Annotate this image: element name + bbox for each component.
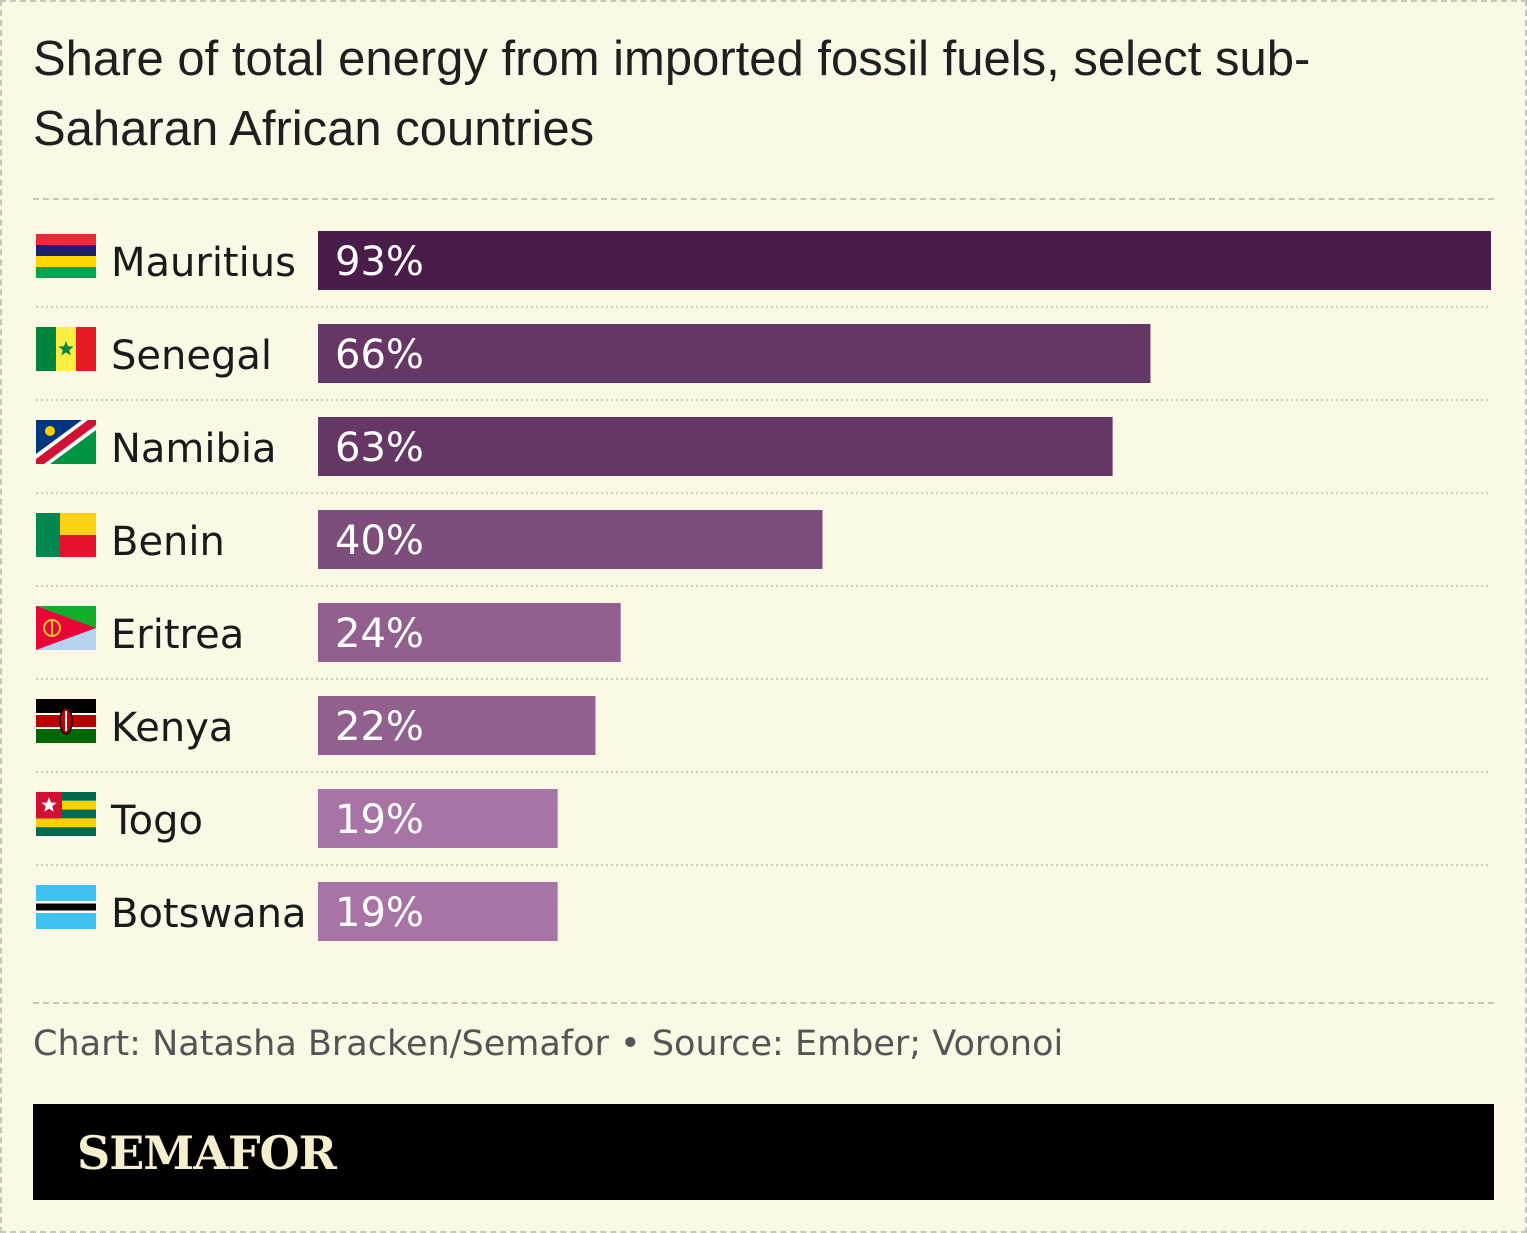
chart-credit: Chart: Natasha Bracken/Semafor • Source:…	[33, 1024, 1064, 1064]
semafor-logo: SEMAFOR	[77, 1126, 337, 1180]
top-divider	[33, 198, 1494, 200]
brand-bar: SEMAFOR	[33, 1104, 1494, 1200]
bottom-divider	[33, 1002, 1494, 1004]
chart-title: Share of total energy from imported foss…	[33, 32, 1311, 156]
